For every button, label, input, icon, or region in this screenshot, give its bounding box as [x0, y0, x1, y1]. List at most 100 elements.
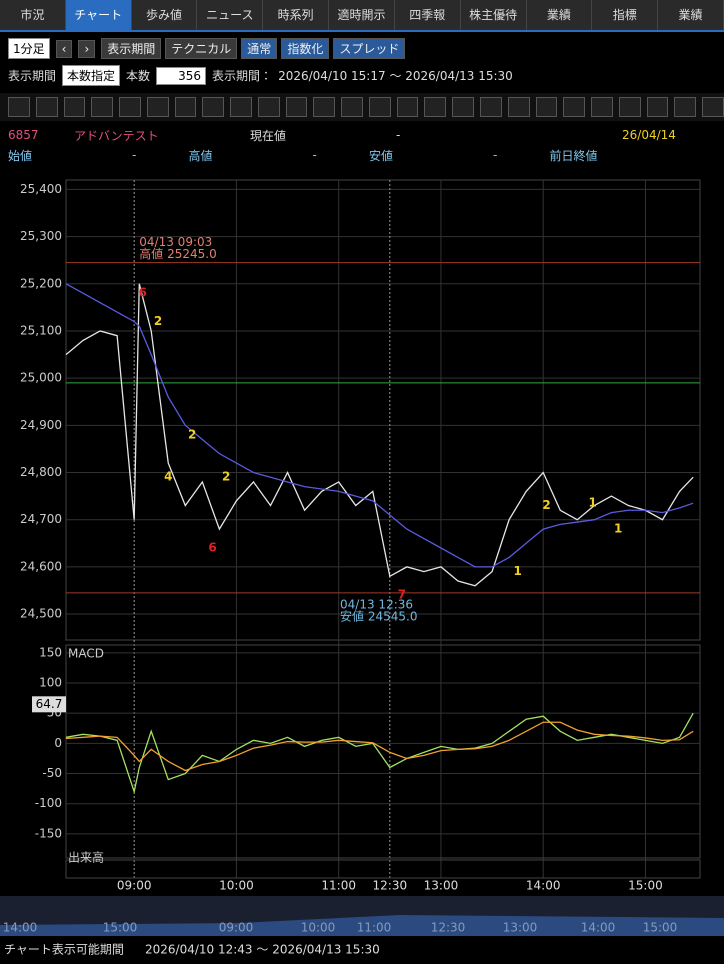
toolbar-button[interactable]: 通常: [241, 38, 278, 59]
x-tick-label: 11:00: [321, 879, 356, 893]
chart: 24,500 24,600 24,700 24,800 24,900 25,000 25,1…: [0, 179, 724, 957]
value: -: [396, 128, 401, 142]
badge-bg: [32, 696, 66, 713]
mode-select[interactable]: 本数指定: [62, 65, 121, 86]
signal: 6: [139, 286, 147, 300]
x-tick-label: 15:00: [628, 879, 663, 893]
signal: 4: [164, 470, 172, 484]
y-tick-label: -100: [35, 796, 62, 810]
label: 表示期間：: [212, 69, 273, 83]
stock-name: アドバンテスト: [74, 128, 159, 143]
y-tick-label: 25,200: [20, 276, 62, 290]
field-value: -: [312, 148, 317, 162]
series-line: [65, 283, 694, 587]
label: 本数: [126, 69, 151, 83]
macd-badge: 64.7: [36, 697, 63, 711]
footer-label: チャート表示可能期間: [4, 943, 124, 957]
y-tick-label: 24,800: [20, 465, 62, 479]
period-row: 表示期間 本数指定 本数 356 表示期間： 2026/04/10 15:17 …: [0, 62, 724, 89]
tab[interactable]: 適時開示: [329, 0, 395, 30]
toolbar-button[interactable]: スプレッド: [333, 38, 406, 59]
x-tick-label: 09:00: [117, 879, 152, 893]
annotation: 04/13 09:03: [139, 235, 212, 249]
y-tick-label: 25,400: [20, 182, 62, 196]
x-tick-label: 10:00: [219, 879, 254, 893]
signal: 2: [222, 470, 230, 484]
panel-frame: [65, 179, 701, 641]
toolbar-button[interactable]: テクニカル: [165, 38, 238, 59]
field-value: -: [492, 148, 498, 162]
overview-area: [0, 915, 724, 936]
signal: 1: [588, 496, 596, 510]
prev[interactable]: ‹: [55, 39, 73, 58]
signal: 2: [542, 498, 550, 512]
volume-frame: [65, 859, 701, 879]
series-line: [65, 283, 694, 568]
date: 26/04/14: [622, 128, 676, 142]
y-tick-label: 150: [39, 645, 62, 659]
overview-label: 14:00: [3, 921, 38, 935]
range: 2026/04/10 15:17 ～ 2026/04/13 15:30: [278, 69, 513, 83]
next[interactable]: ›: [78, 39, 96, 58]
signal: 1: [614, 522, 622, 536]
signal: 6: [208, 541, 216, 555]
x-tick-label: 13:00: [424, 879, 459, 893]
y-tick-label: 24,500: [20, 607, 62, 621]
signal: 7: [398, 588, 406, 602]
annotation: 04/13 12:36: [340, 597, 413, 611]
panel-frame: [65, 644, 701, 859]
tab[interactable]: 市況: [0, 0, 66, 30]
overview-label: 15:00: [103, 921, 138, 935]
drawing-tools: [0, 93, 724, 121]
tab[interactable]: ニュース: [197, 0, 264, 30]
tab[interactable]: 業績: [658, 0, 724, 30]
footer-range: 2026/04/10 12:43 ～ 2026/04/13 15:30: [145, 943, 380, 957]
series-line: [65, 721, 694, 772]
count-input[interactable]: 356: [156, 66, 207, 85]
tab[interactable]: 時系列: [263, 0, 330, 30]
y-tick-label: -150: [35, 826, 62, 840]
toolbar: 1分足 ‹ › 表示期間 テクニカル 通常 指数化 スプレッド: [0, 35, 724, 62]
interval-select[interactable]: 1分足: [8, 38, 50, 59]
tab[interactable]: 歩み値: [131, 0, 198, 30]
overview-label: 14:00: [581, 921, 616, 935]
y-tick-label: 100: [39, 676, 62, 690]
field-value: -: [131, 148, 137, 162]
overview-label: 09:00: [219, 921, 254, 935]
y-tick-label: 0: [54, 736, 62, 750]
signal: 2: [188, 427, 196, 441]
field-label: 安値: [369, 148, 394, 163]
label: 表示期間: [8, 69, 57, 83]
y-tick-label: 24,600: [20, 559, 62, 573]
panel-title: MACD: [68, 647, 104, 661]
x-tick-label: 12:30: [373, 879, 408, 893]
y-tick-label: 24,900: [20, 418, 62, 432]
toolbar-button[interactable]: 表示期間: [101, 38, 162, 59]
y-tick-label: 25,300: [20, 229, 62, 243]
tab[interactable]: 業績: [526, 0, 593, 30]
overview-label: 11:00: [357, 921, 392, 935]
signal: 1: [513, 564, 521, 578]
annotation: 安値 24545.0: [340, 608, 417, 623]
overview-label: 15:00: [643, 921, 678, 935]
overview-label: 10:00: [301, 921, 336, 935]
toolbar-buttons: 表示期間 テクニカル 通常 指数化 スプレッド: [101, 38, 406, 59]
code: 6857: [8, 128, 39, 142]
panel-title: 出来高: [68, 851, 104, 865]
overview-label: 13:00: [503, 921, 538, 935]
overview-label: 12:30: [431, 921, 466, 935]
tab-bar: 市況 チャート 歩み値 ニュース 時系列 適時開示 四季報 株主優待 業績 指標 業績: [0, 0, 724, 32]
tab[interactable]: 株主優待: [460, 0, 527, 30]
toolbar-button[interactable]: 指数化: [281, 38, 330, 59]
y-tick-label: -50: [42, 766, 62, 780]
tab[interactable]: 四季報: [394, 0, 461, 30]
label: 現在値: [250, 128, 287, 143]
tab[interactable]: チャート: [65, 0, 132, 30]
field-label: 始値: [8, 148, 33, 163]
info-row: 6857 アドバンテスト 現在値 - 26/04/14: [0, 125, 724, 145]
y-tick-label: 25,100: [20, 323, 62, 337]
x-tick-label: 14:00: [526, 879, 561, 893]
tab[interactable]: 指標: [592, 0, 659, 30]
fields-row: 始値 - 高値 - 安値 - 前日終値: [0, 145, 724, 165]
